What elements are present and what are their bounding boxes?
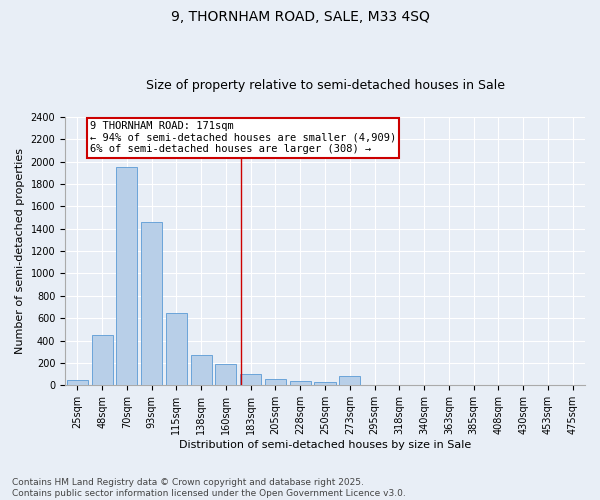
Bar bbox=[240, 374, 261, 386]
Bar bbox=[92, 335, 113, 386]
Title: Size of property relative to semi-detached houses in Sale: Size of property relative to semi-detach… bbox=[146, 79, 505, 92]
Bar bbox=[141, 222, 162, 386]
Bar bbox=[166, 312, 187, 386]
X-axis label: Distribution of semi-detached houses by size in Sale: Distribution of semi-detached houses by … bbox=[179, 440, 471, 450]
Bar bbox=[290, 381, 311, 386]
Y-axis label: Number of semi-detached properties: Number of semi-detached properties bbox=[15, 148, 25, 354]
Text: 9, THORNHAM ROAD, SALE, M33 4SQ: 9, THORNHAM ROAD, SALE, M33 4SQ bbox=[170, 10, 430, 24]
Bar bbox=[265, 378, 286, 386]
Bar bbox=[215, 364, 236, 386]
Bar bbox=[191, 354, 212, 386]
Bar bbox=[364, 385, 385, 386]
Bar bbox=[67, 380, 88, 386]
Text: Contains HM Land Registry data © Crown copyright and database right 2025.
Contai: Contains HM Land Registry data © Crown c… bbox=[12, 478, 406, 498]
Bar bbox=[339, 376, 360, 386]
Bar bbox=[116, 167, 137, 386]
Bar bbox=[314, 382, 335, 386]
Bar bbox=[389, 385, 410, 386]
Text: 9 THORNHAM ROAD: 171sqm
← 94% of semi-detached houses are smaller (4,909)
6% of : 9 THORNHAM ROAD: 171sqm ← 94% of semi-de… bbox=[90, 122, 396, 154]
